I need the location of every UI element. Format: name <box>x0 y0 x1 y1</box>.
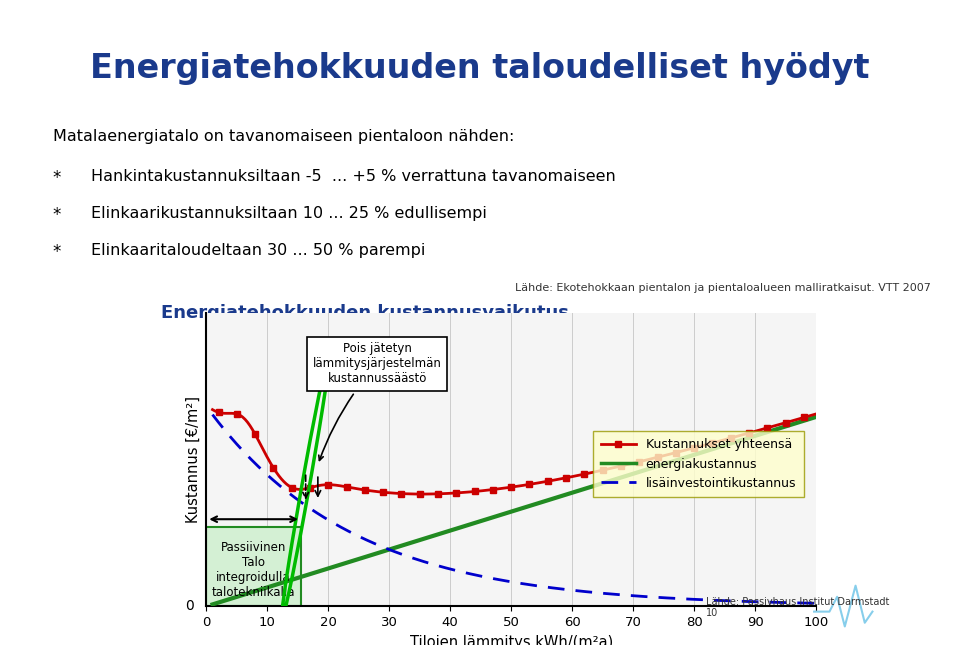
Bar <box>206 527 300 606</box>
X-axis label: Tilojen lämmitys kWh/(m²a): Tilojen lämmitys kWh/(m²a) <box>410 635 612 645</box>
Text: *: * <box>53 243 61 261</box>
Text: *: * <box>53 206 61 224</box>
Legend: Kustannukset yhteensä, energiakustannus, lisäinvestointikustannus: Kustannukset yhteensä, energiakustannus,… <box>593 431 804 497</box>
Text: *: * <box>53 169 61 187</box>
Text: VTT: VTT <box>868 596 936 627</box>
Text: Lähde: Passivhaus Institut Darmstadt
10: Lähde: Passivhaus Institut Darmstadt 10 <box>706 597 889 618</box>
Text: Elinkaaritaloudeltaan 30 ... 50 % parempi: Elinkaaritaloudeltaan 30 ... 50 % paremp… <box>91 243 425 258</box>
Text: Elinkaarikustannuksiltaan 10 ... 25 % edullisempi: Elinkaarikustannuksiltaan 10 ... 25 % ed… <box>91 206 487 221</box>
Text: Energiatehokkuuden taloudelliset hyödyt: Energiatehokkuuden taloudelliset hyödyt <box>90 52 870 85</box>
Text: Lähde: Ekotehokkaan pientalon ja pientaloalueen malliratkaisut. VTT 2007: Lähde: Ekotehokkaan pientalon ja piental… <box>516 283 931 293</box>
Text: Pois jätetyn
lämmitysjärjestelmän
kustannussäästö: Pois jätetyn lämmitysjärjestelmän kustan… <box>313 342 442 461</box>
Text: Hankintakustannuksiltaan -5  ... +5 % verrattuna tavanomaiseen: Hankintakustannuksiltaan -5 ... +5 % ver… <box>91 169 616 184</box>
Text: Passiivinen
Talo
integroidulla
talotekniikalla: Passiivinen Talo integroidulla talotekni… <box>212 541 296 599</box>
Text: Matalaenergiatalo on tavanomaiseen pientaloon nähden:: Matalaenergiatalo on tavanomaiseen pient… <box>53 129 515 144</box>
Text: VTT TECHNICAL RESEARCH CENTRE OF FINLAND: VTT TECHNICAL RESEARCH CENTRE OF FINLAND <box>8 9 327 22</box>
Text: 0: 0 <box>185 599 194 613</box>
Text: Energiatehokkuuden kustannusvaikutus: Energiatehokkuuden kustannusvaikutus <box>161 304 568 322</box>
Y-axis label: Kustannus [€/m²]: Kustannus [€/m²] <box>186 396 201 523</box>
